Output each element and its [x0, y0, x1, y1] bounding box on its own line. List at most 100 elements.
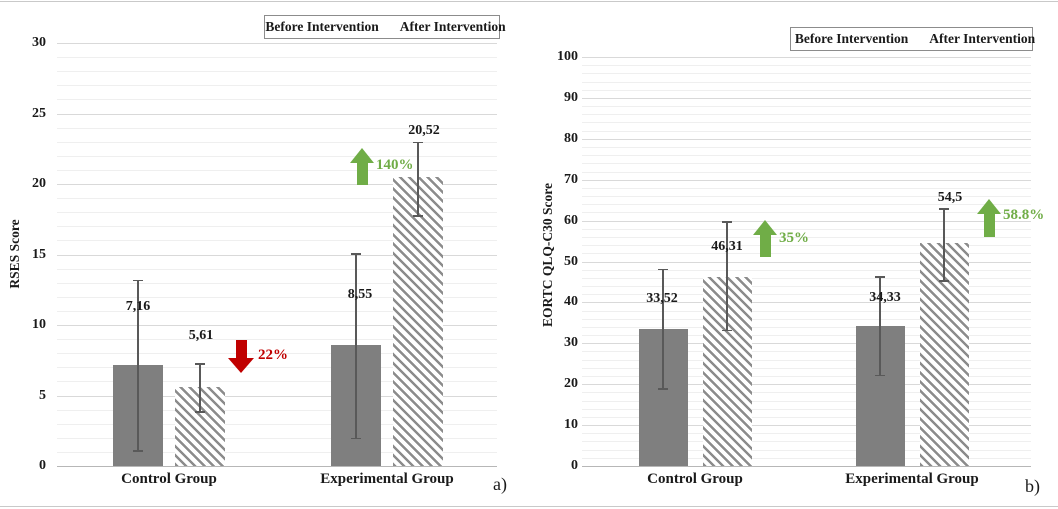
error-bar-cap-bottom	[658, 388, 668, 390]
major-gridline	[582, 220, 1031, 222]
error-bar-cap-bottom	[351, 437, 361, 440]
error-bar-cap-bottom	[875, 374, 885, 377]
major-gridline	[582, 425, 1031, 427]
minor-gridline	[582, 253, 1031, 255]
major-gridline	[582, 179, 1031, 181]
legend-chart-a: Before Intervention After Intervention	[264, 15, 506, 39]
minor-gridline	[57, 127, 497, 129]
error-bar-cap-bottom	[133, 450, 143, 452]
minor-gridline	[57, 85, 497, 87]
major-gridline	[57, 395, 497, 397]
minor-gridline	[57, 226, 497, 228]
minor-gridline	[582, 408, 1031, 410]
error-bar-line	[417, 141, 419, 215]
error-bar-cap-top	[658, 268, 668, 271]
value-label: 20,52	[408, 123, 440, 138]
legend-label-after: After Intervention	[399, 19, 506, 34]
major-gridline	[582, 261, 1031, 263]
major-gridline	[582, 138, 1031, 140]
x-category-label: Experimental Group	[320, 471, 454, 487]
minor-gridline	[57, 451, 497, 453]
minor-gridline	[582, 416, 1031, 418]
minor-gridline	[582, 146, 1031, 148]
minor-gridline	[57, 268, 497, 270]
annotation-percent-label: 22%	[258, 347, 288, 363]
value-label: 33,52	[646, 291, 678, 306]
minor-gridline	[582, 269, 1031, 271]
minor-gridline	[57, 437, 497, 439]
minor-gridline	[57, 212, 497, 214]
panel-label-b: b)	[1025, 476, 1040, 496]
minor-gridline	[57, 339, 497, 341]
legend-label-before: Before Intervention	[265, 19, 379, 34]
decrease-arrow-icon	[228, 340, 255, 373]
y-tick-label: 10	[32, 317, 46, 332]
y-tick-label: 100	[557, 49, 578, 64]
minor-gridline	[57, 282, 497, 284]
x-category-label: Experimental Group	[845, 471, 979, 487]
error-bar-cap-bottom	[413, 215, 423, 217]
minor-gridline	[582, 449, 1031, 451]
legend-chart-b: Before Intervention After Intervention	[790, 27, 1036, 51]
error-bar-cap-bottom	[195, 411, 205, 413]
major-gridline	[582, 384, 1031, 386]
y-tick-label: 50	[564, 253, 578, 269]
minor-gridline	[57, 99, 497, 101]
minor-gridline	[57, 198, 497, 200]
value-label: 5,61	[188, 328, 214, 343]
minor-gridline	[582, 441, 1031, 443]
minor-gridline	[582, 171, 1031, 173]
error-bar-line	[355, 253, 357, 438]
error-bar-cap-top	[722, 221, 732, 223]
y-tick-label: 10	[564, 417, 578, 433]
minor-gridline	[582, 359, 1031, 361]
major-gridline	[582, 97, 1031, 99]
y-tick-label: 20	[564, 376, 578, 392]
y-tick-label: 30	[564, 335, 578, 351]
x-axis-line	[57, 466, 497, 467]
minor-gridline	[582, 196, 1031, 198]
y-tick-label: 30	[32, 35, 46, 50]
error-bar-cap-top	[195, 363, 205, 365]
minor-gridline	[582, 204, 1031, 206]
minor-gridline	[582, 392, 1031, 394]
minor-gridline	[582, 310, 1031, 312]
major-gridline	[582, 343, 1031, 345]
error-bar-line	[879, 276, 881, 375]
minor-gridline	[582, 286, 1031, 288]
error-bar-line	[943, 208, 945, 281]
major-gridline	[57, 43, 497, 44]
minor-gridline	[582, 457, 1031, 459]
error-bar-cap-top	[939, 208, 949, 210]
value-label: 46,31	[711, 239, 743, 254]
y-tick-label: 60	[564, 212, 578, 228]
y-tick-label: 90	[564, 89, 578, 105]
minor-gridline	[57, 381, 497, 383]
y-tick-label: 80	[564, 130, 578, 146]
y-tick-label: 40	[564, 294, 578, 310]
error-bar-cap-top	[133, 279, 143, 282]
error-bar-line	[662, 268, 664, 389]
major-gridline	[582, 57, 1031, 58]
minor-gridline	[57, 409, 497, 411]
legend-label-after: After Intervention	[929, 31, 1036, 46]
panel-label-a: a)	[493, 474, 507, 494]
minor-gridline	[582, 187, 1031, 189]
minor-gridline	[582, 277, 1031, 279]
figure-border-bottom	[0, 506, 1058, 507]
minor-gridline	[57, 169, 497, 171]
annotation-percent-label: 140%	[376, 157, 414, 173]
minor-gridline	[582, 65, 1031, 67]
minor-gridline	[582, 294, 1031, 296]
major-gridline	[57, 113, 497, 115]
increase-arrow-icon	[977, 199, 1002, 237]
minor-gridline	[582, 81, 1031, 83]
minor-gridline	[57, 367, 497, 369]
error-bar-cap-top	[875, 276, 885, 278]
y-tick-label: 70	[564, 171, 578, 187]
minor-gridline	[582, 163, 1031, 165]
minor-gridline	[57, 57, 497, 59]
minor-gridline	[57, 353, 497, 355]
error-bar-cap-top	[351, 253, 361, 255]
